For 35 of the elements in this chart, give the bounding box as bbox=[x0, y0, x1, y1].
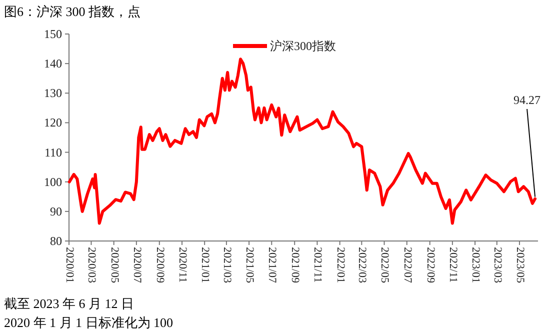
x-tick-label: 2023/03 bbox=[491, 247, 504, 284]
y-tick-label: 120 bbox=[44, 116, 62, 130]
x-tick-label: 2021/05 bbox=[244, 247, 256, 284]
x-tick-label: 2022/05 bbox=[378, 247, 391, 284]
x-tick-label: 2022/03 bbox=[356, 247, 368, 284]
legend-label: 沪深300指数 bbox=[270, 39, 336, 53]
y-tick-label: 130 bbox=[44, 86, 62, 100]
x-tick-label: 2020/05 bbox=[108, 247, 120, 284]
x-tick-label: 2020/01 bbox=[63, 247, 76, 284]
annotation: 94.27 bbox=[514, 93, 541, 107]
x-tick-label: 2023/01 bbox=[469, 247, 482, 284]
annotation: 2020 年 1 月 1 日标准化为 100 bbox=[4, 315, 173, 330]
y-tick-label: 100 bbox=[44, 174, 62, 189]
x-tick-label: 2023/05 bbox=[514, 247, 526, 284]
x-tick-label: 2022/09 bbox=[424, 247, 436, 284]
x-tick-label: 2021/09 bbox=[289, 247, 302, 284]
x-tick-label: 2022/11 bbox=[446, 247, 459, 283]
y-tick-label: 150 bbox=[44, 27, 62, 41]
x-tick-label: 2021/07 bbox=[266, 247, 278, 284]
x-tick-label: 2022/07 bbox=[401, 247, 414, 284]
y-tick-label: 140 bbox=[44, 56, 62, 71]
y-tick-label: 90 bbox=[50, 204, 62, 218]
x-tick-label: 2021/03 bbox=[220, 247, 233, 284]
y-tick-label: 80 bbox=[50, 234, 62, 248]
x-tick-label: 2020/07 bbox=[130, 247, 143, 284]
x-tick-label: 2022/01 bbox=[334, 247, 346, 284]
x-tick-label: 2020/03 bbox=[86, 247, 98, 284]
x-tick-label: 2021/11 bbox=[312, 247, 324, 283]
x-tick-label: 2020/11 bbox=[176, 247, 188, 283]
x-tick-label: 2020/09 bbox=[154, 247, 166, 284]
y-tick-label: 110 bbox=[44, 145, 62, 160]
legend: 沪深300指数 bbox=[233, 39, 336, 53]
x-tick-label: 2021/01 bbox=[199, 247, 212, 284]
annotation: 截至 2023 年 6 月 12 日 bbox=[4, 296, 134, 311]
title: 图6：沪深 300 指数，点 bbox=[4, 4, 140, 19]
